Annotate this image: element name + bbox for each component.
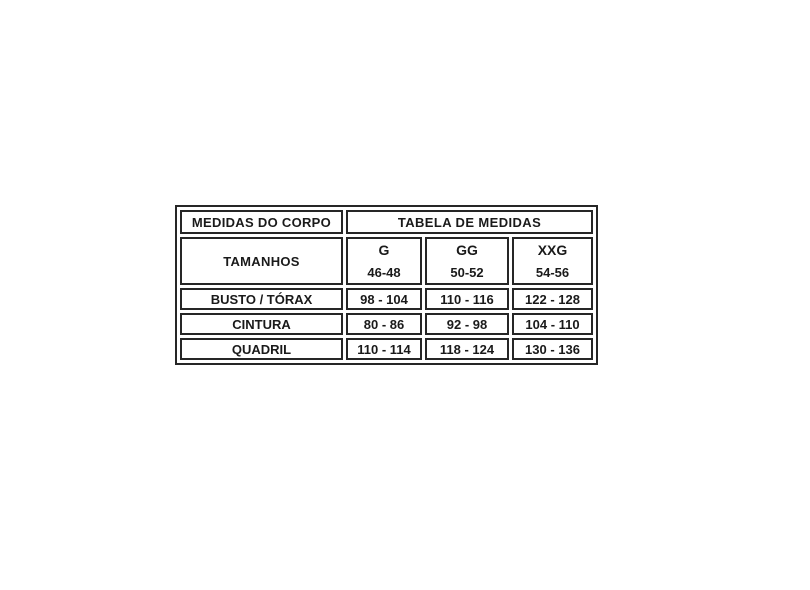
size-range-gg: 50-52 bbox=[450, 265, 484, 280]
size-name-g: G bbox=[378, 242, 390, 258]
table-row-cintura: CINTURA 80 - 86 92 - 98 104 - 110 bbox=[180, 313, 593, 335]
value-quadril-xxg: 130 - 136 bbox=[512, 338, 593, 360]
size-range-xxg: 54-56 bbox=[535, 265, 570, 280]
measure-label-quadril: QUADRIL bbox=[180, 338, 343, 360]
value-busto-g: 98 - 104 bbox=[346, 288, 422, 310]
header-medidas-do-corpo: MEDIDAS DO CORPO bbox=[180, 210, 343, 234]
table-row-busto: BUSTO / TÓRAX 98 - 104 110 - 116 122 - 1… bbox=[180, 288, 593, 310]
table-row-sizes: TAMANHOS G 46-48 GG 50-52 XXG 54-56 bbox=[180, 237, 593, 285]
value-cintura-g: 80 - 86 bbox=[346, 313, 422, 335]
size-column-xxg: XXG 54-56 bbox=[512, 237, 593, 285]
value-busto-xxg: 122 - 128 bbox=[512, 288, 593, 310]
value-quadril-g: 110 - 114 bbox=[346, 338, 422, 360]
measure-label-cintura: CINTURA bbox=[180, 313, 343, 335]
table-title: TABELA DE MEDIDAS bbox=[346, 210, 593, 234]
size-name-xxg: XXG bbox=[537, 242, 568, 258]
table-row-header: MEDIDAS DO CORPO TABELA DE MEDIDAS bbox=[180, 210, 593, 234]
measure-label-busto-torax: BUSTO / TÓRAX bbox=[180, 288, 343, 310]
size-range-g: 46-48 bbox=[367, 265, 401, 280]
value-busto-gg: 110 - 116 bbox=[425, 288, 509, 310]
table-row-quadril: QUADRIL 110 - 114 118 - 124 130 - 136 bbox=[180, 338, 593, 360]
size-table: MEDIDAS DO CORPO TABELA DE MEDIDAS TAMAN… bbox=[175, 205, 598, 365]
value-quadril-gg: 118 - 124 bbox=[425, 338, 509, 360]
value-cintura-xxg: 104 - 110 bbox=[512, 313, 593, 335]
size-column-gg: GG 50-52 bbox=[425, 237, 509, 285]
size-name-gg: GG bbox=[456, 242, 478, 258]
header-tamanhos: TAMANHOS bbox=[180, 237, 343, 285]
size-column-g: G 46-48 bbox=[346, 237, 422, 285]
value-cintura-gg: 92 - 98 bbox=[425, 313, 509, 335]
